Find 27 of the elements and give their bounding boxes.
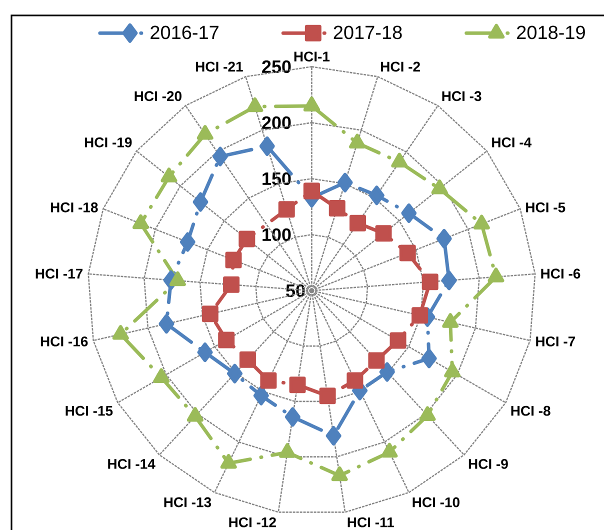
y-tick-label: 100 xyxy=(262,228,291,242)
spoke-label: HCI -21 xyxy=(196,62,243,72)
spoke-label: HCI -19 xyxy=(84,137,132,148)
spoke-label: HCI -15 xyxy=(66,406,113,416)
legend-label: 2016-17 xyxy=(150,26,218,40)
spoke-label: HCI -12 xyxy=(229,517,276,528)
spoke-label: HCI-1 xyxy=(294,52,330,62)
spoke-label: HCI -10 xyxy=(412,497,460,508)
spoke-label: HCI -3 xyxy=(442,91,482,102)
spoke-label: HCI -20 xyxy=(134,91,182,102)
spoke-label: HCI -2 xyxy=(381,62,420,72)
spoke-label: HCI -6 xyxy=(541,268,580,279)
spoke-label: HCI -13 xyxy=(164,497,212,508)
legend-label: 2017-18 xyxy=(334,26,402,40)
spoke-label: HCI -16 xyxy=(40,336,88,346)
spoke-label: HCI -17 xyxy=(36,268,83,279)
spoke-label: HCI -14 xyxy=(108,459,156,469)
y-tick-label: 200 xyxy=(262,116,291,130)
spoke-label: HCI -7 xyxy=(536,336,576,346)
spoke-label: HCI -9 xyxy=(468,459,508,469)
spoke-label: HCI -8 xyxy=(511,406,550,416)
spoke-label: HCI -18 xyxy=(50,202,98,212)
spoke-label: HCI -4 xyxy=(492,137,532,148)
legend-label: 2018-19 xyxy=(517,26,585,40)
spoke-label: HCI -5 xyxy=(526,202,566,212)
spoke-label: HCI -11 xyxy=(348,517,394,528)
y-tick-label: 250 xyxy=(262,60,291,74)
